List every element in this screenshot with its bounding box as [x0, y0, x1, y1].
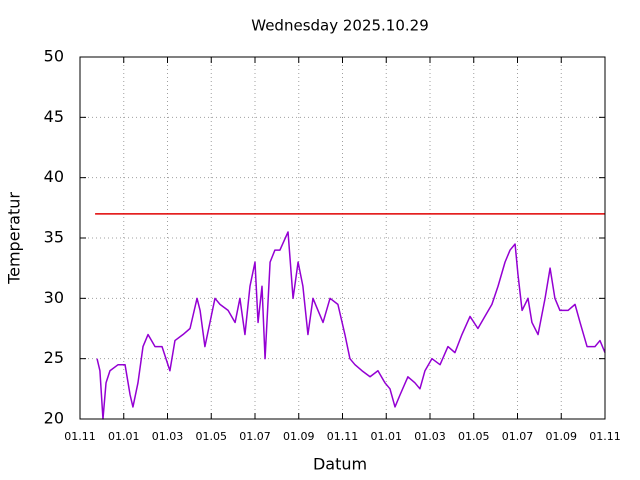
- x-tick-label: 01.01: [108, 430, 140, 443]
- y-tick-label: 35: [44, 228, 64, 247]
- x-tick-label: 01.01: [371, 430, 403, 443]
- plot-area: [95, 213, 606, 420]
- y-tick-label: 20: [44, 409, 64, 428]
- y-tick-label: 45: [44, 107, 64, 126]
- y-tick-label: 25: [44, 348, 64, 367]
- x-tick-label: 01.03: [414, 430, 446, 443]
- x-tick-label: 01.11: [589, 430, 621, 443]
- y-tick-label: 40: [44, 167, 64, 186]
- x-tick-label: 01.09: [283, 430, 315, 443]
- x-tick-label: 01.05: [196, 430, 228, 443]
- data-line: [96, 231, 606, 420]
- y-tick-label: 50: [44, 47, 64, 66]
- x-axis-label: Datum: [313, 455, 367, 474]
- x-tick-label: 01.03: [152, 430, 184, 443]
- x-tick-label: 01.11: [64, 430, 96, 443]
- y-tick-label: 30: [44, 288, 64, 307]
- x-tick-label: 01.07: [239, 430, 271, 443]
- x-tick-label: 01.07: [502, 430, 534, 443]
- x-tick-label: 01.09: [546, 430, 578, 443]
- x-tick-label: 01.05: [458, 430, 490, 443]
- chart-title: Wednesday 2025.10.29: [251, 17, 429, 35]
- x-tick-label: 01.11: [327, 430, 359, 443]
- y-axis-label: Temperatur: [5, 192, 24, 285]
